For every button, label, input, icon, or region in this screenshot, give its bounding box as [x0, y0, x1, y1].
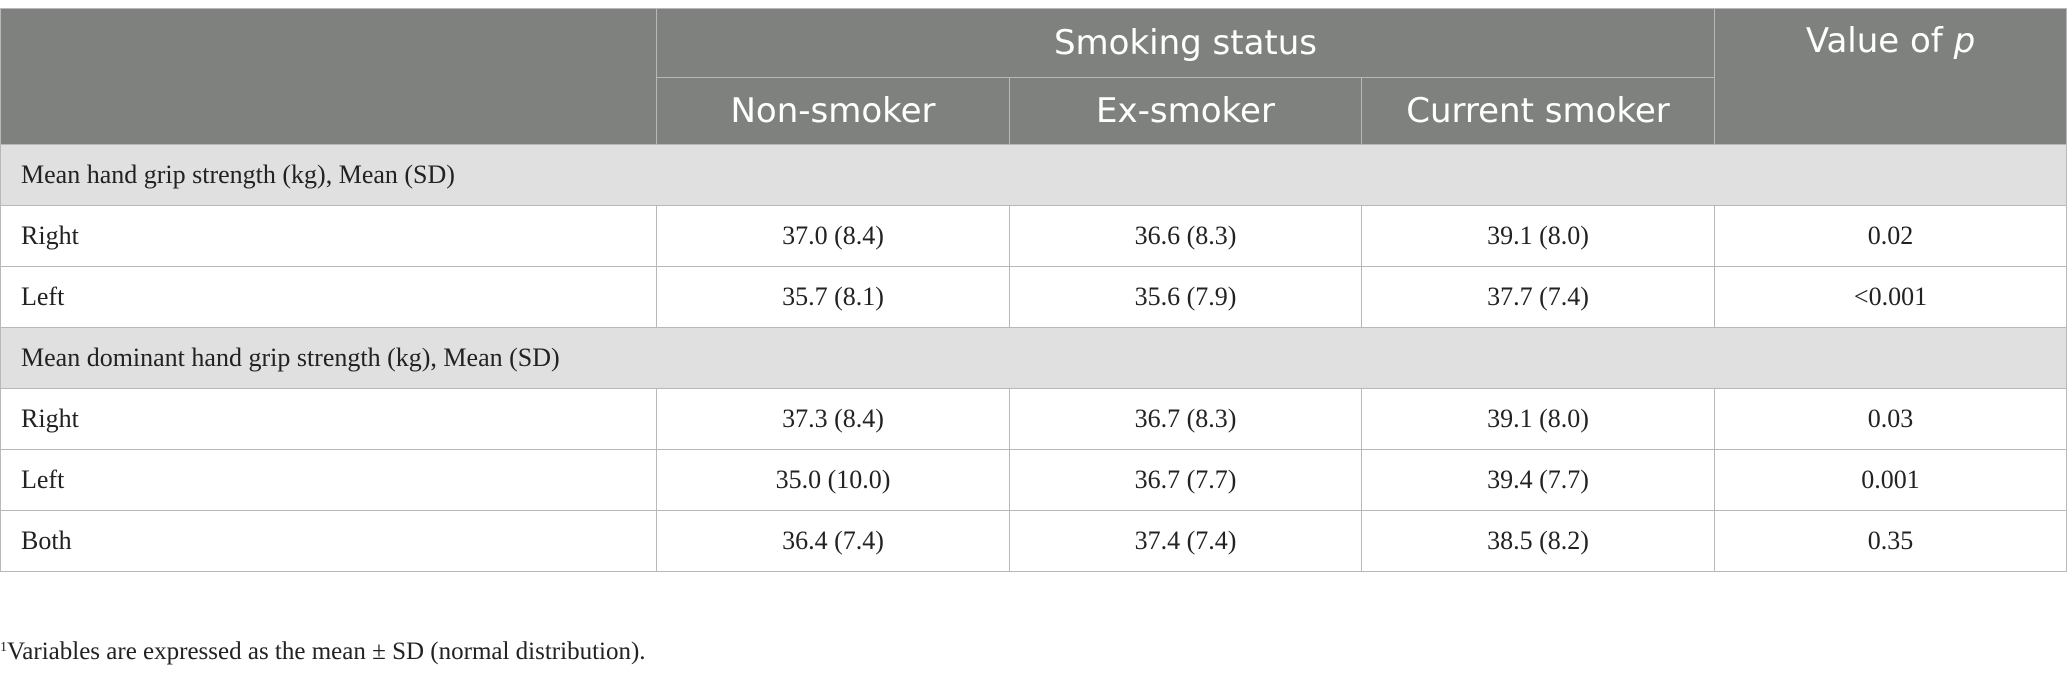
cell-ex-smoker: 36.7 (8.3) [1009, 388, 1362, 450]
cell-non-smoker: 37.3 (8.4) [656, 388, 1010, 450]
footnote-marker: 1 [0, 640, 7, 655]
table-row: Both 36.4 (7.4) 37.4 (7.4) 38.5 (8.2) 0.… [0, 510, 2067, 572]
row-label: Left [0, 266, 657, 328]
cell-current-smoker: 39.4 (7.7) [1360, 449, 1716, 511]
cell-p-value: 0.02 [1714, 205, 2067, 267]
column-header-ex-smoker: Ex-smoker [1009, 77, 1362, 145]
footnote-text: Variables are expressed as the mean ± SD… [7, 638, 646, 665]
section-row-dominant-hand-grip: Mean dominant hand grip strength (kg), M… [0, 327, 2067, 389]
table-row: Right 37.3 (8.4) 36.7 (8.3) 39.1 (8.0) 0… [0, 388, 2067, 450]
p-value-header-italic: p [1953, 21, 1976, 61]
row-label: Right [0, 205, 657, 267]
cell-current-smoker: 38.5 (8.2) [1360, 510, 1716, 572]
row-label: Both [0, 510, 657, 572]
p-value-header-prefix: Value of [1805, 21, 1954, 61]
empty-corner-header [0, 8, 657, 145]
section-title: Mean dominant hand grip strength (kg), M… [0, 327, 2067, 389]
cell-p-value: 0.03 [1714, 388, 2067, 450]
column-header-non-smoker: Non-smoker [656, 77, 1010, 145]
cell-ex-smoker: 36.6 (8.3) [1009, 205, 1362, 267]
cell-p-value: <0.001 [1714, 266, 2067, 328]
table-row: Left 35.7 (8.1) 35.6 (7.9) 37.7 (7.4) <0… [0, 266, 2067, 328]
cell-current-smoker: 39.1 (8.0) [1360, 388, 1716, 450]
section-row-hand-grip: Mean hand grip strength (kg), Mean (SD) [0, 144, 2067, 206]
smoking-status-header: Smoking status [655, 8, 1716, 78]
cell-p-value: 0.35 [1714, 510, 2067, 572]
cell-ex-smoker: 37.4 (7.4) [1009, 510, 1362, 572]
row-label: Right [0, 388, 657, 450]
cell-non-smoker: 36.4 (7.4) [656, 510, 1010, 572]
cell-p-value: 0.001 [1714, 449, 2067, 511]
cell-non-smoker: 35.7 (8.1) [656, 266, 1010, 328]
cell-current-smoker: 39.1 (8.0) [1360, 205, 1716, 267]
p-value-header: Value of p [1714, 8, 2067, 145]
row-label: Left [0, 449, 657, 511]
footnote: 1Variables are expressed as the mean ± S… [0, 638, 646, 666]
results-table: Smoking status Value of p Non-smoker Ex-… [0, 8, 2067, 572]
cell-ex-smoker: 35.6 (7.9) [1009, 266, 1362, 328]
cell-non-smoker: 35.0 (10.0) [656, 449, 1010, 511]
table-row: Right 37.0 (8.4) 36.6 (8.3) 39.1 (8.0) 0… [0, 205, 2067, 267]
cell-current-smoker: 37.7 (7.4) [1360, 266, 1716, 328]
cell-non-smoker: 37.0 (8.4) [656, 205, 1010, 267]
section-title: Mean hand grip strength (kg), Mean (SD) [0, 144, 2067, 206]
column-header-current-smoker: Current smoker [1360, 77, 1716, 145]
table-row: Left 35.0 (10.0) 36.7 (7.7) 39.4 (7.7) 0… [0, 449, 2067, 511]
cell-ex-smoker: 36.7 (7.7) [1009, 449, 1362, 511]
